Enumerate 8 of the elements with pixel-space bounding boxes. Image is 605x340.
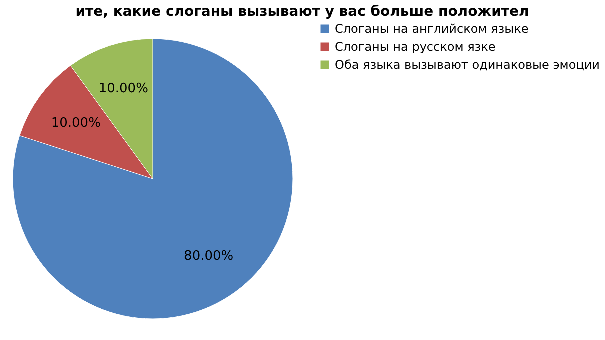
data-label: 80.00% [184,248,234,264]
data-label: 10.00% [98,82,148,97]
legend-label: Оба языка вызывают одинаковые эмоции [335,58,600,72]
data-label: 10.00% [51,116,101,132]
legend-label: Слоганы на английском языке [335,22,529,36]
legend-label: Слоганы на русском язке [335,40,496,54]
pie-slice [12,38,294,320]
chart-title: ите, какие слоганы вызывают у вас больше положител [76,4,530,20]
